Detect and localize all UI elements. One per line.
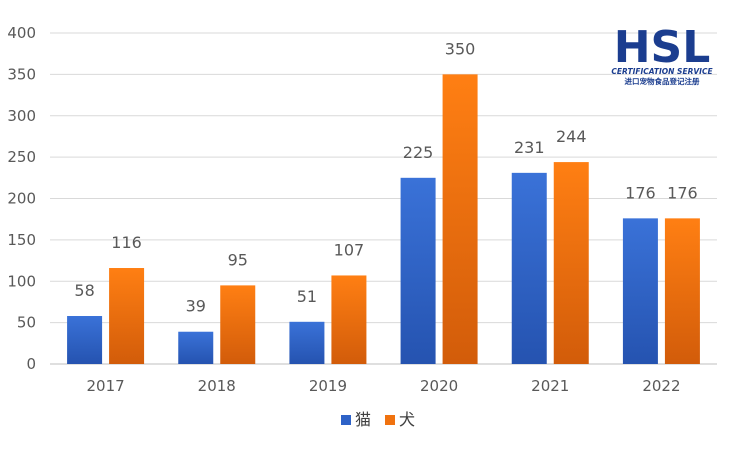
bar-cat-2022	[622, 218, 658, 364]
bar-dog-2019	[331, 275, 367, 364]
x-tick-label: 2021	[531, 377, 569, 395]
legend-swatch	[341, 415, 351, 425]
x-tick-label: 2017	[86, 377, 124, 395]
x-axis: 2017 2018 2019 2020 2021 2022	[86, 377, 680, 395]
legend-swatch	[385, 415, 395, 425]
bars	[67, 74, 700, 364]
legend-label: 猫	[355, 410, 371, 429]
data-label: 107	[334, 240, 365, 259]
y-tick-label: 100	[7, 272, 36, 290]
bar-cat-2019	[289, 321, 325, 364]
y-tick-label: 150	[7, 231, 36, 249]
y-tick-label: 400	[7, 24, 36, 42]
logo-chinese-text: 进口宠物食品登记注册	[625, 76, 700, 86]
logo-subtitle: CERTIFICATION SERVICE	[611, 67, 713, 76]
gridlines	[50, 32, 717, 365]
data-label: 225	[403, 143, 434, 162]
hsl-logo: HSL CERTIFICATION SERVICE 进口宠物食品登记注册	[611, 22, 713, 86]
data-label: 116	[111, 233, 142, 252]
y-tick-label: 0	[26, 355, 36, 373]
data-labels: 58 116 39 95 51 107 225 350 231 244 176 176	[74, 39, 697, 315]
x-tick-label: 2018	[198, 377, 236, 395]
bar-dog-2017	[109, 268, 145, 364]
bar-cat-2018	[178, 331, 214, 364]
legend: 猫犬	[341, 410, 415, 429]
legend-label: 犬	[399, 410, 415, 429]
data-label: 176	[667, 183, 698, 202]
bar-cat-2021	[511, 172, 547, 364]
x-tick-label: 2019	[309, 377, 347, 395]
bar-cat-2020	[400, 177, 436, 364]
y-tick-label: 350	[7, 65, 36, 83]
bar-cat-2017	[67, 316, 103, 364]
data-label: 58	[74, 281, 94, 300]
x-tick-label: 2022	[642, 377, 680, 395]
bar-dog-2021	[553, 162, 589, 364]
data-label: 350	[445, 39, 476, 58]
y-tick-label: 200	[7, 190, 36, 208]
bar-dog-2022	[664, 218, 700, 364]
y-axis: 0 50 100 150 200 250 300 350 400	[7, 24, 36, 373]
data-label: 51	[297, 287, 317, 306]
data-label: 231	[514, 138, 545, 157]
logo-main-text: HSL	[614, 22, 711, 73]
data-label: 39	[186, 297, 206, 316]
bar-dog-2018	[220, 285, 256, 364]
y-tick-label: 300	[7, 107, 36, 125]
y-tick-label: 50	[17, 314, 36, 332]
y-tick-label: 250	[7, 148, 36, 166]
bar-dog-2020	[442, 74, 478, 364]
data-label: 244	[556, 127, 587, 146]
x-tick-label: 2020	[420, 377, 458, 395]
data-label: 176	[625, 183, 656, 202]
data-label: 95	[228, 250, 248, 269]
